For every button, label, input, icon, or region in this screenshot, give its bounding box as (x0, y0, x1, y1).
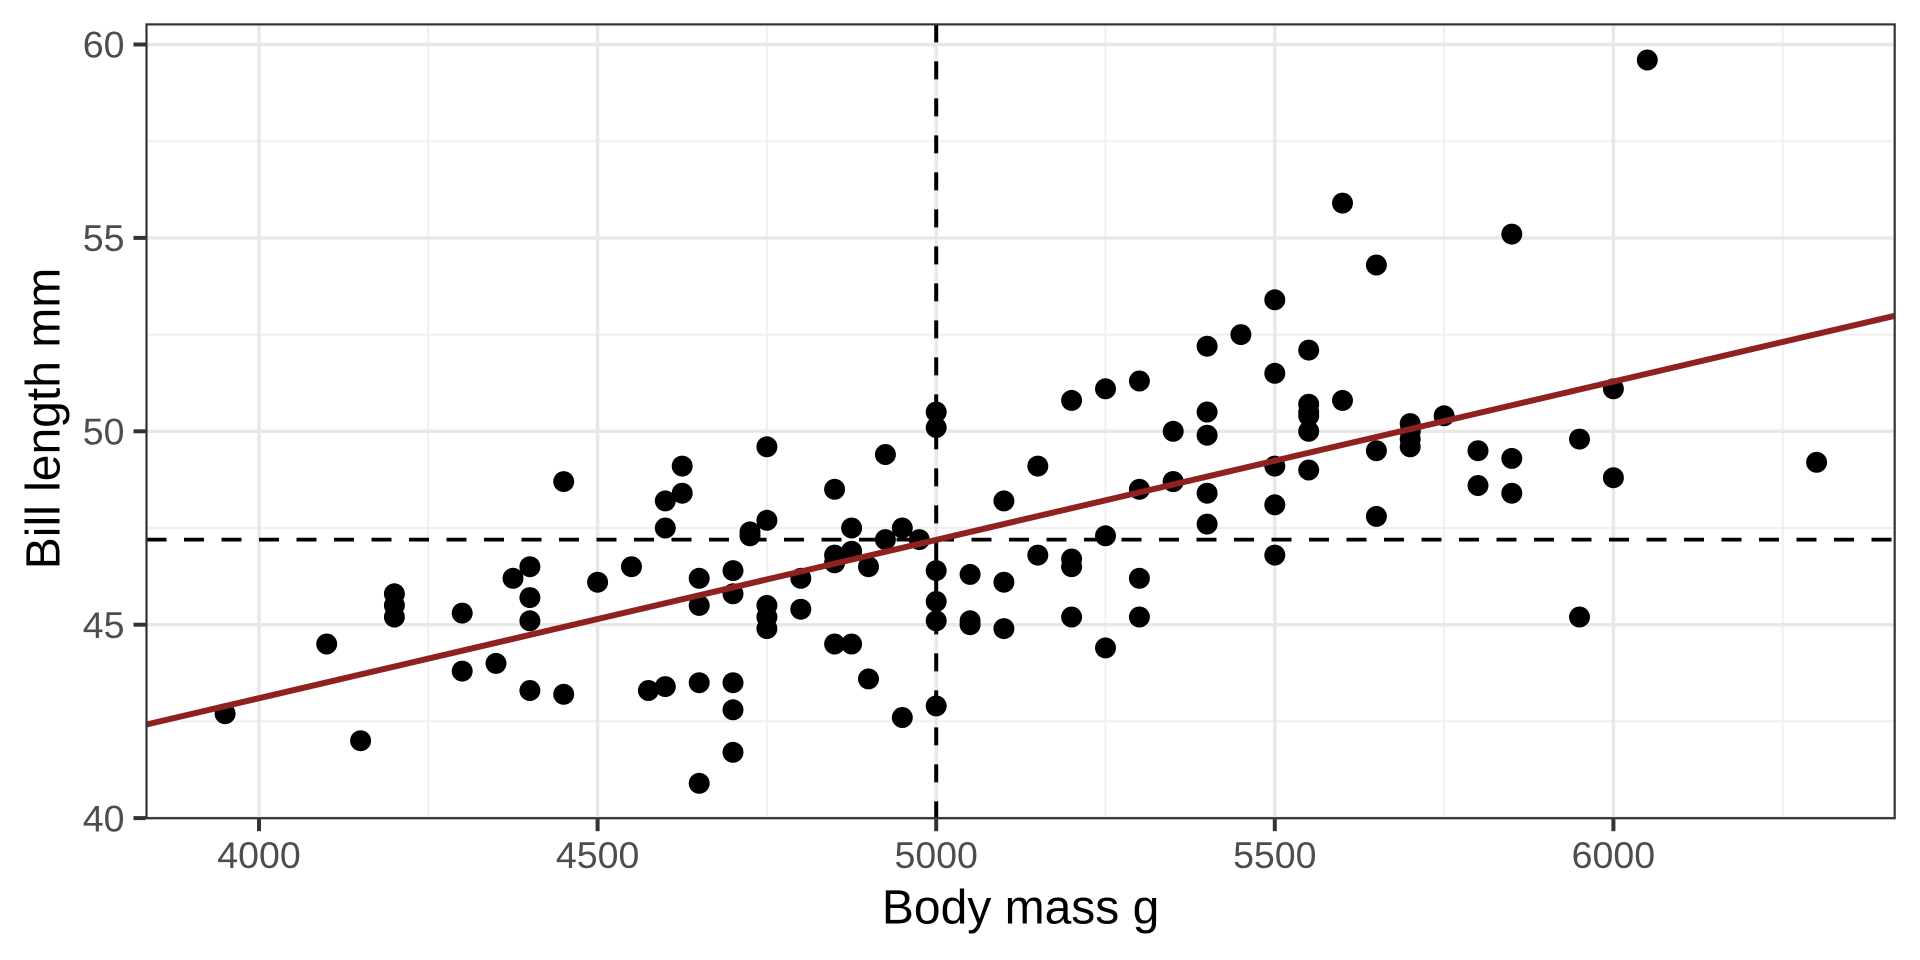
svg-text:60: 60 (83, 24, 125, 66)
svg-text:40: 40 (83, 797, 125, 839)
svg-text:4000: 4000 (217, 834, 300, 876)
svg-text:6000: 6000 (1572, 834, 1655, 876)
svg-text:55: 55 (83, 217, 125, 259)
svg-text:Bill length mm: Bill length mm (18, 268, 71, 569)
svg-text:5500: 5500 (1233, 834, 1316, 876)
svg-text:45: 45 (83, 604, 125, 646)
svg-text:4500: 4500 (556, 834, 639, 876)
svg-text:Body mass g: Body mass g (882, 882, 1159, 935)
svg-text:5000: 5000 (894, 834, 977, 876)
svg-text:50: 50 (83, 411, 125, 453)
